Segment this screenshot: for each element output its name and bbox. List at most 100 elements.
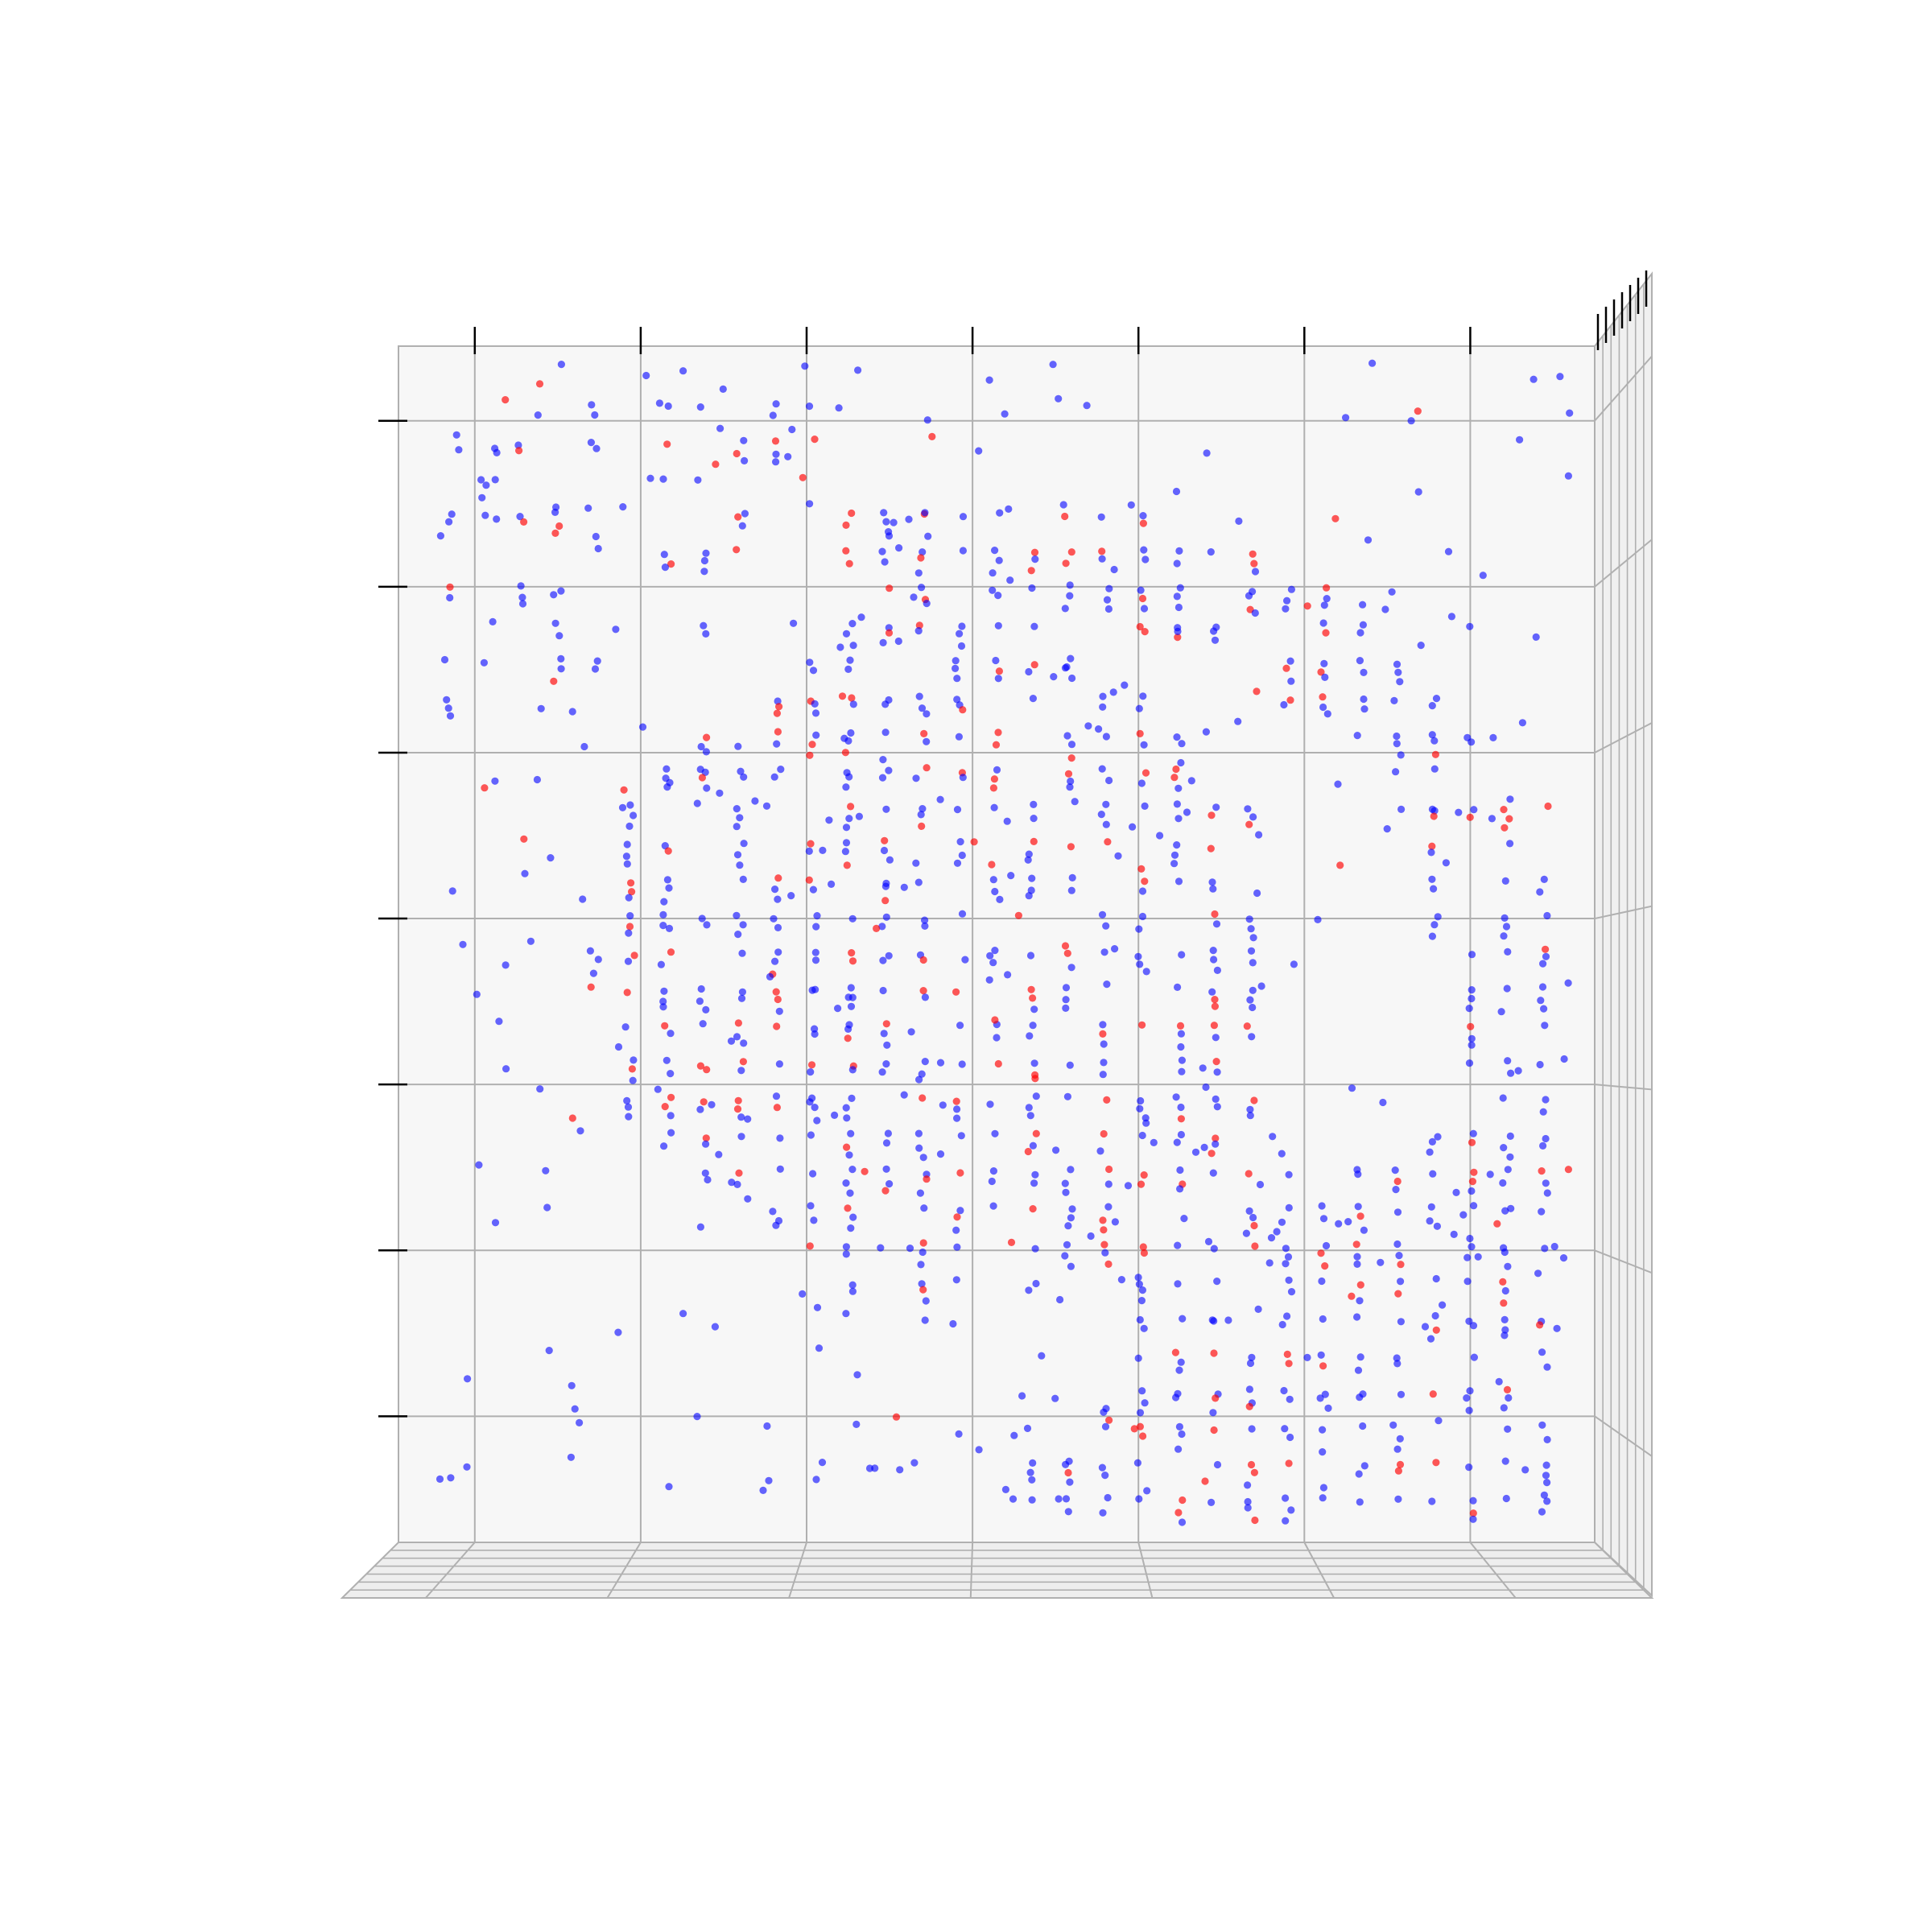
blue-point [1095,725,1103,733]
blue-point [1468,1243,1476,1251]
side-grid-line [1594,722,1653,753]
blue-point [1030,1005,1038,1013]
blue-point [1213,1068,1221,1076]
blue-point [744,1115,752,1123]
blue-point [1156,832,1164,840]
blue-point [921,916,929,924]
blue-point [952,657,960,665]
blue-point [1209,885,1217,893]
blue-point [1026,952,1035,960]
blue-point [1314,915,1322,923]
red-point [1136,729,1144,738]
blue-point [580,742,588,751]
blue-point [1183,808,1191,816]
blue-point [1067,886,1075,894]
blue-point [584,504,592,512]
blue-point [952,1276,960,1284]
blue-point [1018,1392,1026,1400]
blue-point [1249,813,1257,821]
blue-point [1428,1497,1436,1505]
blue-point [1209,947,1217,955]
blue-point [557,587,565,595]
blue-point [846,656,854,664]
red-point [733,449,741,458]
blue-point [1506,1132,1514,1140]
blue-point [1538,983,1547,991]
red-point [1348,1292,1356,1300]
red-point [1177,1115,1185,1123]
red-point [1466,813,1474,821]
blue-point [1392,1186,1400,1194]
blue-point [1136,960,1144,968]
red-point [1394,1290,1402,1298]
red-point [620,786,628,794]
blue-point [895,544,903,552]
blue-point [1463,1394,1471,1402]
red-point [1208,811,1216,819]
blue-point [877,1244,885,1252]
blue-point [552,503,560,511]
blue-point [591,411,599,419]
blue-point [1208,878,1216,886]
blue-point [667,1112,675,1120]
blue-point [1502,1494,1510,1503]
blue-point [1213,1278,1221,1286]
blue-point [1267,1234,1276,1242]
blue-point [1486,1170,1494,1179]
blue-point [543,1203,551,1212]
blue-point [1140,741,1148,749]
blue-point [1543,1189,1551,1197]
side-grid-line [1594,355,1653,422]
blue-point [1430,921,1439,929]
blue-point [1246,1105,1254,1113]
blue-point [842,1104,850,1112]
blue-point [1469,1129,1477,1137]
blue-point [918,1070,926,1078]
blue-point [533,775,542,784]
red-point [1500,1299,1508,1307]
blue-point [1244,1481,1252,1489]
blue-point [1500,1144,1508,1152]
blue-point [1030,815,1038,823]
blue-point [1334,780,1342,788]
blue-point [1463,1253,1472,1261]
blue-point [763,1422,771,1430]
red-point [848,957,857,965]
red-point [845,559,853,568]
blue-point [477,476,485,484]
blue-point [1051,1394,1059,1402]
blue-point [1109,688,1117,696]
blue-point [1173,1138,1181,1146]
blue-point [844,665,852,674]
blue-point [1321,673,1329,682]
blue-point [1066,592,1074,600]
blue-point [959,547,967,555]
blue-point [1249,1213,1257,1222]
blue-point [473,990,481,998]
blue-point [1469,1322,1478,1330]
blue-point [694,476,702,484]
red-point [1210,1022,1218,1030]
red-point [885,629,894,637]
red-point [773,709,782,717]
red-point [1105,1416,1113,1424]
blue-point [1282,1517,1290,1525]
blue-point [654,1085,662,1093]
blue-point [1134,952,1142,960]
blue-point [1564,472,1572,480]
red-point [953,1213,961,1221]
blue-point [659,1003,667,1011]
blue-point [1356,1498,1364,1506]
red-point [1105,1165,1113,1174]
red-point [703,733,711,741]
blue-point [1139,692,1147,700]
red-point [807,1061,816,1069]
red-point [1538,1167,1546,1175]
red-point [628,1065,637,1073]
blue-point [1428,702,1436,710]
blue-point [1319,1215,1328,1223]
blue-point [881,700,890,708]
blue-point [1284,1253,1293,1261]
red-point [844,1034,852,1042]
blue-point [807,1202,815,1210]
